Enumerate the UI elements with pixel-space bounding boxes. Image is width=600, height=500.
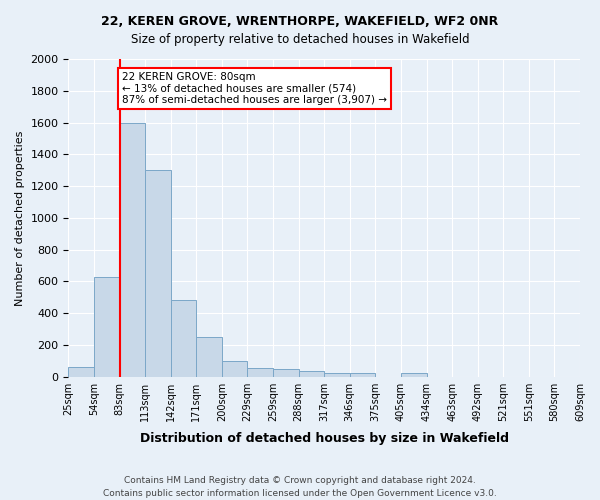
Bar xyxy=(247,368,273,376)
X-axis label: Distribution of detached houses by size in Wakefield: Distribution of detached houses by size … xyxy=(140,432,509,445)
Bar xyxy=(196,337,222,376)
Bar xyxy=(222,361,247,376)
Text: Contains HM Land Registry data © Crown copyright and database right 2024.: Contains HM Land Registry data © Crown c… xyxy=(124,476,476,485)
Y-axis label: Number of detached properties: Number of detached properties xyxy=(15,130,25,306)
Bar xyxy=(94,276,119,376)
Bar xyxy=(299,371,324,376)
Bar xyxy=(68,367,94,376)
Bar xyxy=(324,372,350,376)
Bar xyxy=(145,170,171,376)
Text: 22, KEREN GROVE, WRENTHORPE, WAKEFIELD, WF2 0NR: 22, KEREN GROVE, WRENTHORPE, WAKEFIELD, … xyxy=(101,15,499,28)
Text: 22 KEREN GROVE: 80sqm
← 13% of detached houses are smaller (574)
87% of semi-det: 22 KEREN GROVE: 80sqm ← 13% of detached … xyxy=(122,72,387,105)
Bar xyxy=(401,374,427,376)
Bar xyxy=(273,368,299,376)
Text: Contains public sector information licensed under the Open Government Licence v3: Contains public sector information licen… xyxy=(103,488,497,498)
Text: Size of property relative to detached houses in Wakefield: Size of property relative to detached ho… xyxy=(131,32,469,46)
Bar xyxy=(350,374,376,376)
Bar xyxy=(171,300,196,376)
Bar xyxy=(119,122,145,376)
